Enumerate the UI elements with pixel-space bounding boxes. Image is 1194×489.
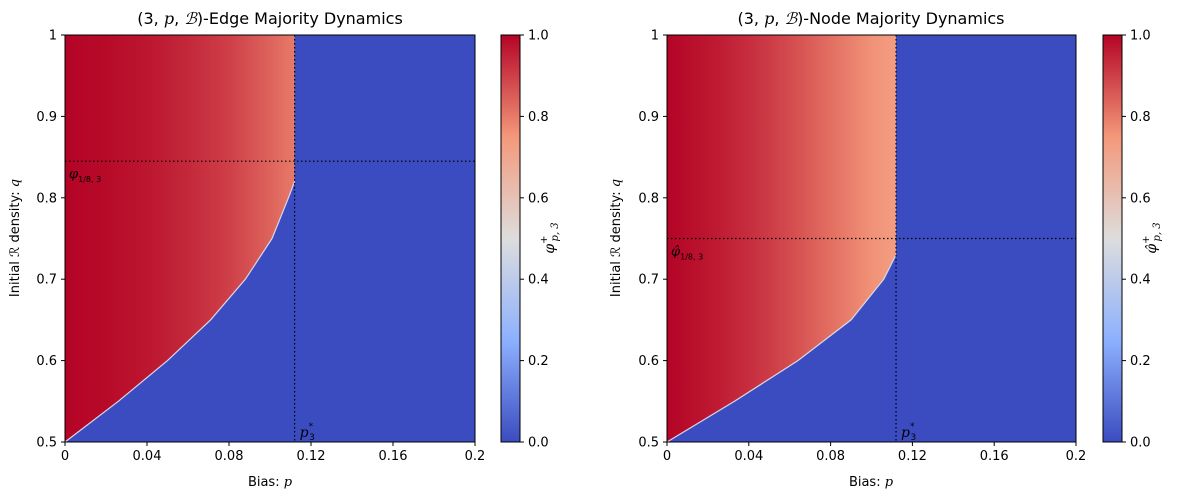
x-tick-label: 0.16: [379, 449, 408, 464]
colorbar-tick-label: 0.4: [1130, 273, 1151, 288]
node-dynamics-panel: (3, p, ℬ)-Node Majority Dynamics p* 3 φ̂1/…: [609, 9, 1163, 489]
edge-dynamics-panel: (3, p, ℬ)-Edge Majority Dynamics p* 3 φ1/8…: [8, 9, 561, 489]
y-tick-label: 0.9: [36, 110, 57, 125]
y-axis-label: Initial ℛ density: q: [609, 179, 624, 297]
x-tick-label: 0: [663, 449, 671, 464]
colorbar-tick-label: 1.0: [528, 29, 549, 44]
y-tick-label: 0.5: [638, 436, 659, 451]
heatmap-plot-area: p* 3 φ1/8, 3 0 0.04 0.08 0.12 0.16 0.2 0.5 0.6 0.7 0…: [36, 29, 485, 465]
plot-frame: [64, 34, 476, 443]
x-tick-label: 0: [61, 449, 69, 464]
phase-boundary-line: [64, 181, 296, 443]
y-tick-label: 0.6: [36, 354, 57, 369]
chart-title: (3, p, ℬ)-Node Majority Dynamics: [737, 9, 1004, 28]
critical-p-annotation: p* 3: [300, 422, 315, 443]
x-tick-label: 0.04: [734, 449, 763, 464]
x-axis-label: Bias: p: [849, 475, 894, 489]
y-tick-label: 0.7: [36, 273, 57, 288]
x-tick-label: 0.04: [133, 449, 162, 464]
critical-p-annotation: p* 3: [901, 422, 916, 443]
threshold-annotation: φ̂1/8, 3: [671, 245, 703, 262]
y-tick-label: 1: [49, 29, 57, 44]
colorbar: 0.0 0.2 0.4 0.6 0.8 1.0: [500, 29, 549, 451]
x-axis-label: Bias: p: [248, 475, 293, 489]
colorbar-tick-label: 0.8: [528, 110, 549, 125]
x-tick-label: 0.12: [297, 449, 326, 464]
colorbar-tick-label: 0.6: [528, 191, 549, 206]
colorbar-gradient: [500, 34, 521, 443]
colorbar-label: φ+p, 3: [539, 222, 561, 253]
x-tick-label: 0.16: [980, 449, 1009, 464]
red-region: [65, 35, 295, 442]
colorbar-tick-label: 0.2: [1130, 354, 1151, 369]
y-tick-label: 0.9: [638, 110, 659, 125]
y-tick-label: 0.8: [638, 191, 659, 206]
x-tick-label: 0.2: [465, 449, 486, 464]
y-axis-label: Initial ℛ density: q: [8, 179, 23, 297]
colorbar-tick-label: 0.2: [528, 354, 549, 369]
chart-title: (3, p, ℬ)-Edge Majority Dynamics: [137, 9, 403, 28]
colorbar-tick-label: 0.8: [1130, 110, 1151, 125]
x-tick-label: 0.2: [1066, 449, 1087, 464]
y-tick-label: 0.8: [36, 191, 57, 206]
colorbar: 0.0 0.2 0.4 0.6 0.8 1.0: [1102, 29, 1151, 451]
heatmap-plot-area: p* 3 φ̂1/8, 3 0 0.04 0.08 0.12 0.16 0.2 0.5 0.6 0.7…: [638, 29, 1086, 465]
y-tick-label: 0.6: [638, 354, 659, 369]
colorbar-tick-label: 0.0: [1130, 436, 1151, 451]
x-tick-label: 0.08: [816, 449, 845, 464]
colorbar-gradient: [1102, 34, 1123, 443]
x-tick-label: 0.12: [898, 449, 927, 464]
red-region: [667, 35, 897, 442]
plot-frame: [666, 34, 1077, 443]
colorbar-tick-label: 1.0: [1130, 29, 1151, 44]
colorbar-tick-label: 0.4: [528, 273, 549, 288]
y-tick-label: 0.7: [638, 273, 659, 288]
colorbar-label: φ̂+p, 3: [1141, 222, 1163, 253]
y-tick-label: 1: [651, 29, 659, 44]
x-tick-label: 0.08: [215, 449, 244, 464]
threshold-annotation: φ1/8, 3: [69, 167, 101, 184]
colorbar-tick-label: 0.6: [1130, 191, 1151, 206]
colorbar-tick-label: 0.0: [528, 436, 549, 451]
phase-boundary-line: [666, 254, 897, 443]
y-tick-label: 0.5: [36, 436, 57, 451]
